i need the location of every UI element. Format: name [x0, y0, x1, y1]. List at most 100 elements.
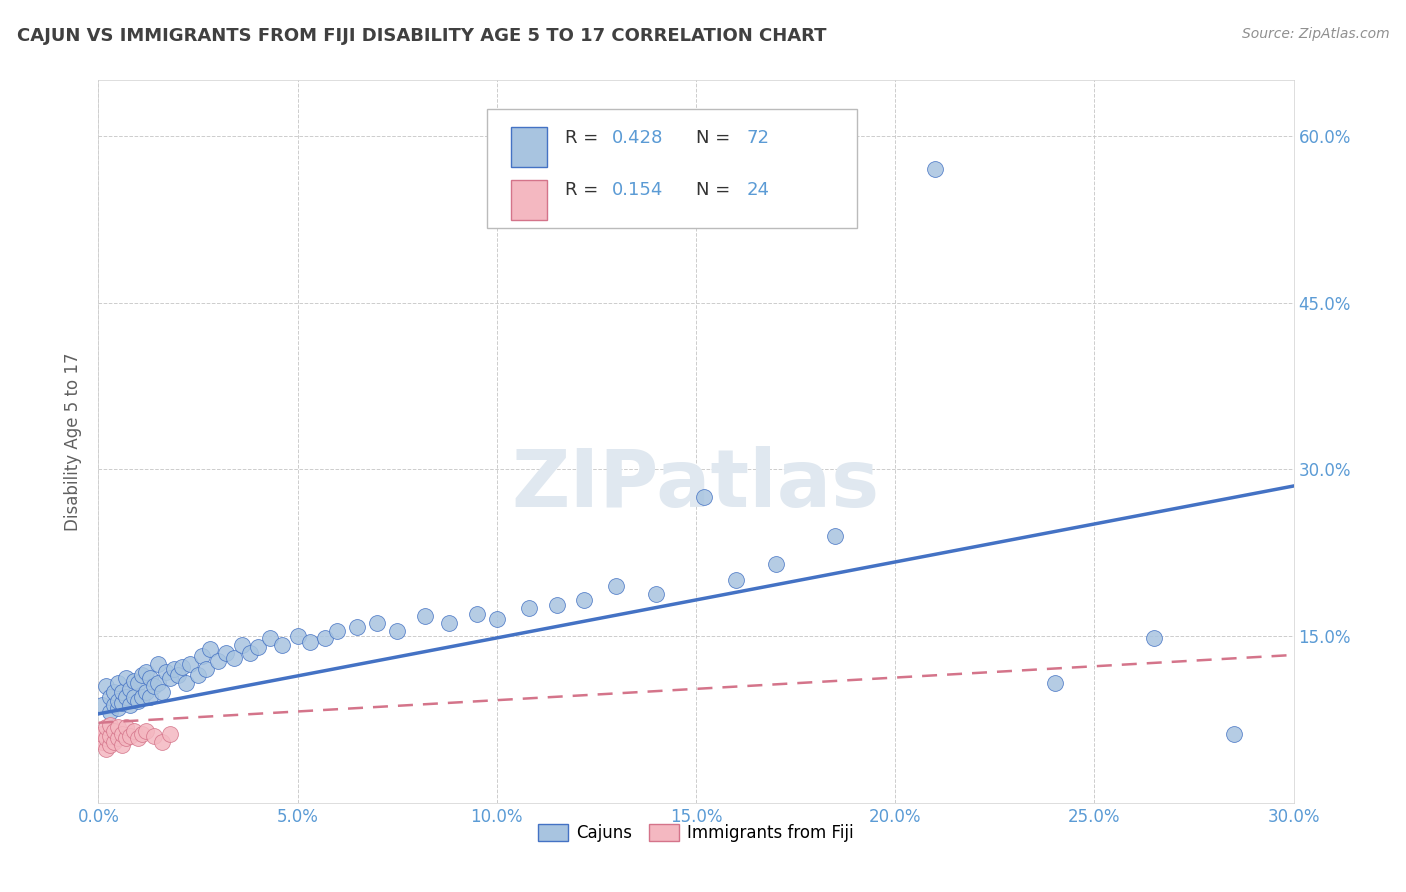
Point: [172, 660, 194, 674]
Point: [139, 690, 162, 705]
Point: [150, 684, 173, 698]
Point: [124, 723, 146, 738]
Point: [765, 557, 787, 571]
Point: [131, 727, 153, 741]
Point: [517, 601, 540, 615]
Point: [103, 684, 125, 698]
Point: [91, 734, 114, 748]
Point: [724, 574, 747, 588]
Text: 24: 24: [747, 181, 769, 200]
Point: [824, 529, 846, 543]
FancyBboxPatch shape: [510, 128, 547, 167]
Point: [96, 679, 118, 693]
Point: [222, 651, 245, 665]
Point: [605, 579, 627, 593]
Point: [346, 620, 368, 634]
Point: [131, 668, 153, 682]
Point: [167, 668, 190, 682]
Point: [127, 693, 149, 707]
Point: [103, 698, 125, 712]
Point: [174, 675, 197, 690]
Point: [1223, 727, 1246, 741]
Point: [270, 638, 292, 652]
Point: [98, 729, 122, 743]
Point: [159, 727, 181, 741]
Point: [103, 723, 125, 738]
Point: [135, 665, 157, 679]
Point: [115, 690, 138, 705]
Point: [693, 490, 716, 504]
Point: [124, 673, 146, 688]
Point: [107, 701, 129, 715]
FancyBboxPatch shape: [486, 109, 858, 228]
Point: [143, 679, 166, 693]
Point: [437, 615, 460, 630]
Point: [298, 634, 321, 648]
Point: [91, 698, 114, 712]
Point: [98, 690, 122, 705]
Point: [198, 642, 221, 657]
Point: [195, 662, 218, 676]
Point: [287, 629, 309, 643]
Point: [103, 734, 125, 748]
Point: [127, 731, 149, 746]
Point: [155, 665, 177, 679]
Text: ZIPatlas: ZIPatlas: [512, 446, 880, 524]
Point: [111, 684, 134, 698]
FancyBboxPatch shape: [510, 180, 547, 219]
Point: [115, 731, 138, 746]
Text: CAJUN VS IMMIGRANTS FROM FIJI DISABILITY AGE 5 TO 17 CORRELATION CHART: CAJUN VS IMMIGRANTS FROM FIJI DISABILITY…: [17, 27, 827, 45]
Text: 72: 72: [747, 128, 769, 146]
Legend: Cajuns, Immigrants from Fiji: Cajuns, Immigrants from Fiji: [531, 817, 860, 848]
Point: [98, 738, 122, 752]
Point: [179, 657, 201, 671]
Text: R =: R =: [565, 181, 603, 200]
Point: [111, 738, 134, 752]
Point: [1143, 632, 1166, 646]
Text: 0.428: 0.428: [613, 128, 664, 146]
Point: [148, 657, 170, 671]
Point: [115, 671, 138, 685]
Point: [574, 593, 596, 607]
Point: [148, 675, 170, 690]
Point: [107, 675, 129, 690]
Point: [465, 607, 488, 621]
Point: [315, 632, 337, 646]
Text: Source: ZipAtlas.com: Source: ZipAtlas.com: [1241, 27, 1389, 41]
Y-axis label: Disability Age 5 to 17: Disability Age 5 to 17: [65, 352, 83, 531]
Point: [326, 624, 349, 638]
Point: [150, 734, 173, 748]
Point: [107, 720, 129, 734]
Text: N =: N =: [696, 181, 735, 200]
Point: [115, 720, 138, 734]
Point: [366, 615, 388, 630]
Point: [120, 698, 142, 712]
Point: [135, 684, 157, 698]
Point: [120, 682, 142, 697]
Point: [98, 705, 122, 719]
Point: [96, 731, 118, 746]
Point: [143, 729, 166, 743]
Point: [231, 638, 253, 652]
Point: [124, 690, 146, 705]
Point: [107, 731, 129, 746]
Point: [159, 671, 181, 685]
Point: [1043, 675, 1066, 690]
Point: [127, 675, 149, 690]
Point: [924, 162, 946, 177]
Point: [135, 723, 157, 738]
Point: [187, 668, 209, 682]
Point: [111, 696, 134, 710]
Point: [96, 720, 118, 734]
Point: [107, 693, 129, 707]
Point: [239, 646, 262, 660]
Text: 0.154: 0.154: [613, 181, 664, 200]
Point: [385, 624, 409, 638]
Point: [91, 727, 114, 741]
Point: [215, 646, 238, 660]
Point: [413, 609, 436, 624]
Point: [485, 612, 508, 626]
Point: [96, 742, 118, 756]
Point: [163, 662, 186, 676]
Text: R =: R =: [565, 128, 603, 146]
